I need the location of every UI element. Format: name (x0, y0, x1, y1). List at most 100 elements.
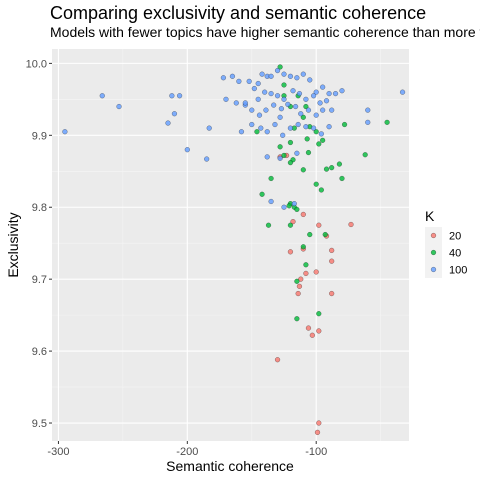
legend-label: 20 (449, 231, 461, 243)
legend-key-symbol (430, 232, 437, 239)
data-point (298, 276, 304, 282)
data-point (300, 211, 306, 218)
data-point (313, 112, 319, 118)
data-point (303, 262, 309, 268)
legend-label: 100 (449, 265, 467, 277)
plot-panel (52, 49, 409, 441)
data-point (292, 103, 299, 110)
data-point (300, 71, 306, 77)
data-point (322, 231, 328, 238)
data-point (171, 111, 178, 117)
data-point (265, 222, 272, 228)
y-tick-label: 9.5 (32, 418, 47, 430)
data-point (287, 139, 294, 146)
data-point (277, 144, 283, 150)
data-point (319, 84, 326, 90)
x-axis-label: Semantic coherence (166, 458, 294, 474)
data-point (287, 249, 294, 255)
data-point (256, 112, 263, 118)
x-tick-label: -100 (305, 446, 327, 458)
data-point (238, 129, 245, 135)
data-point (313, 181, 319, 187)
data-point (263, 107, 269, 113)
data-point (277, 64, 283, 70)
data-point (286, 203, 292, 209)
data-point (326, 124, 332, 130)
data-point (365, 119, 371, 126)
data-point (281, 204, 287, 210)
data-point (280, 132, 286, 138)
data-point (316, 420, 322, 426)
data-point (313, 89, 319, 95)
minor-gridlines (52, 49, 409, 441)
data-point (296, 90, 303, 97)
legend-title: K (425, 208, 435, 224)
data-point (281, 71, 287, 77)
data-point (287, 222, 294, 228)
data-point (307, 231, 313, 238)
data-point (236, 78, 242, 85)
data-point (281, 96, 287, 102)
data-point (362, 152, 368, 158)
data-point (329, 247, 335, 254)
data-point (271, 102, 277, 108)
data-point (296, 283, 303, 290)
data-point (264, 154, 270, 160)
data-point (384, 119, 390, 126)
data-point (300, 244, 306, 250)
legend-item-20: 20 (425, 227, 461, 244)
data-point (317, 100, 323, 106)
data-point (220, 75, 227, 81)
data-point (316, 222, 322, 228)
data-point (274, 357, 281, 363)
data-point (165, 120, 171, 126)
data-point (169, 93, 175, 99)
data-point (399, 89, 406, 95)
chart-title: Comparing exclusivity and semantic coher… (50, 3, 426, 23)
legend-item-100: 100 (425, 261, 467, 278)
data-point (184, 147, 190, 153)
data-point (305, 325, 312, 331)
data-point (318, 187, 325, 193)
y-axis-label: Exclusivity (5, 212, 21, 277)
data-point (305, 107, 312, 113)
data-point (348, 221, 354, 228)
data-point (316, 141, 322, 147)
data-point (62, 129, 68, 135)
data-point (303, 270, 309, 277)
data-point (281, 152, 287, 159)
major-gridlines (52, 49, 409, 441)
chart-subtitle: Models with fewer topics have higher sem… (50, 24, 480, 40)
data-point (316, 328, 322, 334)
data-point (310, 93, 317, 99)
legend-keys: 20 40 100 (425, 227, 467, 278)
data-point (329, 258, 335, 264)
data-point (277, 114, 283, 120)
y-axis-ticks: 9.5 9.6 9.7 9.8 9.9 10.0 (26, 58, 52, 430)
data-point (300, 114, 306, 120)
data-point (255, 96, 261, 102)
data-point (290, 88, 296, 94)
y-tick-label: 9.9 (32, 130, 47, 142)
data-point (329, 165, 335, 171)
x-tick-label: -300 (47, 446, 69, 458)
y-tick-label: 9.8 (32, 202, 47, 214)
data-point (206, 125, 212, 131)
data-point (99, 93, 105, 99)
data-point (272, 121, 278, 128)
y-tick-label: 9.7 (32, 274, 47, 286)
series-k100 (62, 67, 406, 210)
data-point (295, 290, 301, 297)
data-point (116, 103, 122, 110)
data-point (259, 191, 265, 197)
data-point (264, 129, 270, 135)
data-point (294, 75, 300, 81)
data-point (316, 311, 322, 317)
data-point (290, 218, 296, 225)
data-point (313, 269, 319, 275)
data-point (341, 121, 348, 128)
legend-key-symbol (430, 249, 437, 256)
data-point (329, 290, 335, 297)
data-point (268, 198, 274, 205)
data-point (323, 98, 330, 104)
